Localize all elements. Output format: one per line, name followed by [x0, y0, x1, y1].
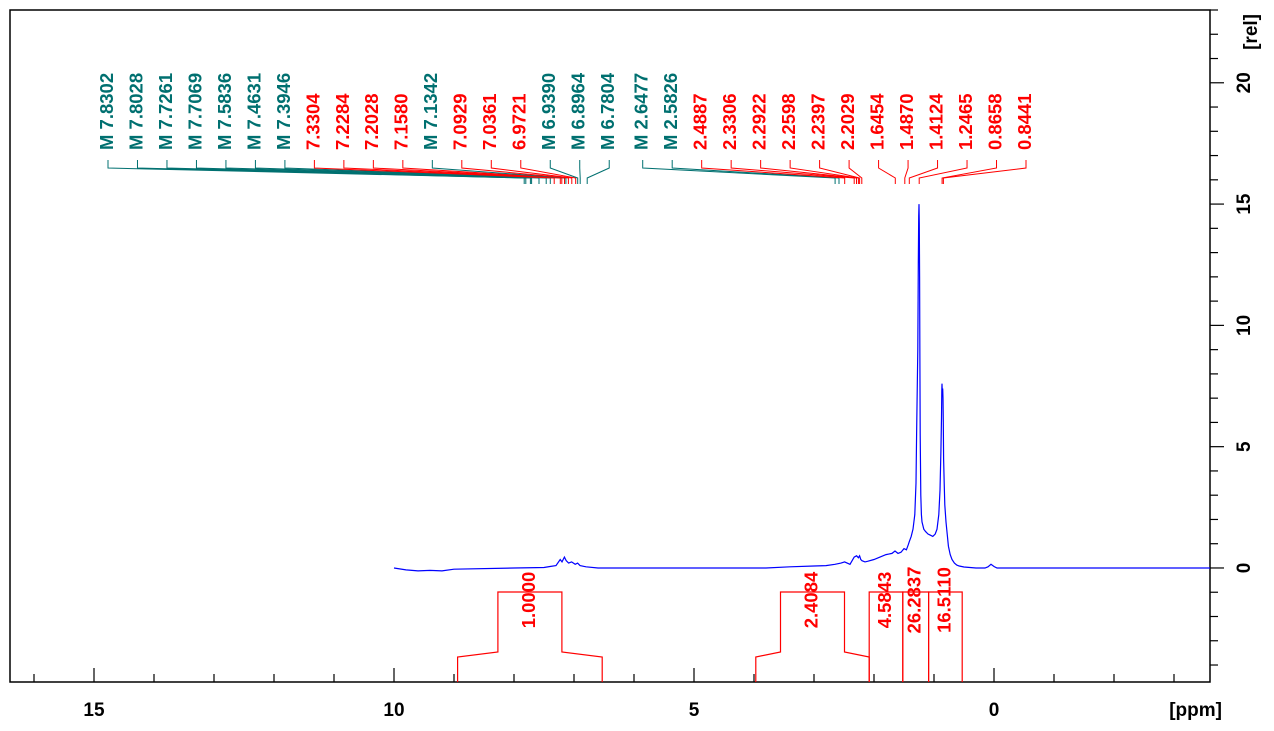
peak-connector: [520, 160, 577, 184]
peak-connector: [461, 160, 569, 184]
peak-connector: [254, 160, 547, 184]
integral-value-label: 4.5843: [874, 572, 895, 629]
y-tick-label: 15: [1234, 193, 1255, 215]
y-tick-label: 10: [1234, 315, 1255, 336]
peak-connector: [941, 160, 998, 184]
peak-label: 6.9721: [509, 93, 530, 150]
multiplet-label: M 6.7804: [597, 72, 618, 150]
peak-label: 7.0929: [450, 93, 471, 150]
peak-label: 1.2465: [955, 93, 976, 150]
peak-connector: [760, 160, 857, 184]
plot-frame: [9, 9, 1211, 683]
multiplet-label: M 7.8302: [96, 73, 117, 150]
multiplet-label: M 7.7069: [184, 73, 205, 150]
peak-connector: [878, 160, 896, 184]
peak-connector: [586, 160, 610, 184]
y-tick-label: 5: [1234, 441, 1255, 452]
peak-label: 2.3306: [719, 93, 740, 150]
integral-value-label: 2.4084: [800, 571, 821, 628]
integral-value-label: 1.0000: [518, 572, 539, 629]
integral-traces: [457, 591, 963, 682]
integral-trace: [927, 591, 963, 682]
multiplet-label: M 7.8028: [125, 73, 146, 150]
peak-connector: [701, 160, 846, 184]
peak-label: 0.8441: [1014, 93, 1035, 150]
peak-connector: [372, 160, 563, 184]
peak-label: 2.2029: [837, 93, 858, 150]
peak-label: 7.3304: [302, 93, 323, 150]
peak-connector: [402, 160, 565, 184]
peak-label: 2.2397: [808, 93, 829, 150]
x-axis: 15 10 5 0: [33, 668, 1175, 721]
multiplet-label: M 6.8964: [568, 72, 589, 150]
peak-connector: [918, 160, 968, 184]
multiplet-label: M 6.9390: [538, 73, 559, 150]
integral-trace: [457, 591, 603, 682]
y-tick-label: 0: [1234, 563, 1255, 574]
integral-labels: 1.0000 2.4084 4.5843 26.2837 16.5110: [518, 567, 955, 634]
spectrum-line: [393, 204, 1210, 572]
peak-label: 2.2922: [749, 93, 770, 150]
multiplet-label: M 7.3946: [273, 73, 294, 150]
multiplet-label: M 7.4631: [243, 73, 264, 150]
peak-connector: [730, 160, 855, 184]
peak-label: 1.4124: [925, 93, 946, 150]
peak-labels: M 7.8302 M 7.8028 M 7.7261 M 7.7069 M 7.5836…: [96, 72, 1035, 150]
multiplet-label: M 2.6477: [631, 73, 652, 150]
peak-connector: [671, 160, 840, 184]
peak-connector: [549, 160, 579, 184]
peak-connector: [431, 160, 567, 184]
peak-label-connectors: [107, 160, 1027, 184]
integral-trace: [755, 591, 870, 682]
peak-connector: [284, 160, 551, 184]
peak-label: 7.1580: [391, 93, 412, 150]
peak-label: 1.4870: [896, 93, 917, 150]
peak-connector: [904, 160, 909, 184]
peak-connector: [195, 160, 533, 184]
multiplet-label: M 7.1342: [420, 73, 441, 150]
x-axis-label: [ppm]: [1169, 700, 1222, 721]
peak-label: 7.2284: [332, 93, 353, 150]
peak-connector: [819, 160, 861, 184]
peak-connector: [343, 160, 561, 184]
y-tick-label: 20: [1234, 72, 1255, 93]
x-tick-label: 10: [383, 700, 404, 721]
peak-label: 7.0361: [479, 93, 500, 150]
peak-connector: [225, 160, 540, 184]
multiplet-label: M 7.7261: [155, 73, 176, 150]
x-tick-label: 0: [989, 700, 1000, 721]
peak-connector: [908, 160, 939, 184]
peak-connector: [490, 160, 573, 184]
x-tick-label: 15: [83, 700, 105, 721]
y-axis: 0 5 10 15 20: [1210, 9, 1255, 666]
peak-connector: [848, 160, 863, 184]
y-axis-label: [rel]: [1241, 14, 1262, 50]
peak-label: 1.6454: [866, 93, 887, 150]
integral-value-label: 16.5110: [933, 567, 954, 633]
multiplet-label: M 2.5826: [660, 73, 681, 150]
peak-connector: [642, 160, 836, 184]
peak-connector: [313, 160, 555, 184]
x-tick-label: 5: [689, 700, 700, 721]
peak-label: 2.4887: [690, 93, 711, 150]
peak-label: 0.8658: [984, 93, 1005, 150]
peak-connector: [789, 160, 859, 184]
peak-label: 7.2028: [361, 93, 382, 150]
multiplet-label: M 7.5836: [214, 73, 235, 150]
peak-connector: [942, 160, 1027, 184]
integral-value-label: 26.2837: [904, 567, 925, 634]
peak-label: 2.2598: [778, 93, 799, 150]
